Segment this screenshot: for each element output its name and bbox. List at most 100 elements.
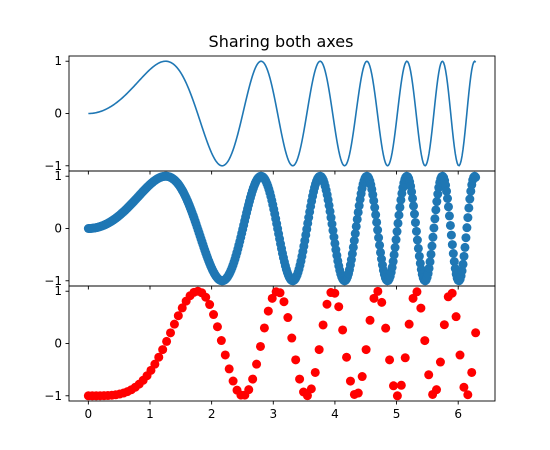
data-point: [291, 355, 301, 365]
data-point: [389, 250, 399, 260]
data-point: [432, 385, 442, 395]
data-point: [414, 251, 424, 261]
data-point: [158, 345, 168, 355]
data-point: [394, 210, 404, 220]
data-point: [443, 202, 453, 212]
data-point: [413, 243, 423, 253]
data-point: [330, 288, 340, 298]
data-point: [408, 293, 418, 303]
data-point: [310, 367, 320, 377]
data-point: [467, 367, 477, 377]
data-point: [279, 297, 289, 307]
data-point: [420, 336, 430, 346]
data-point: [169, 319, 179, 329]
x-tick-label: 5: [393, 407, 401, 421]
data-point: [412, 235, 422, 245]
data-point: [448, 249, 458, 258]
data-point: [154, 352, 164, 362]
data-point: [373, 286, 383, 296]
data-point: [385, 355, 395, 365]
data-point: [457, 266, 467, 276]
data-point: [302, 391, 312, 401]
data-point: [395, 202, 405, 212]
data-point: [381, 323, 391, 333]
panel-2-series: [83, 171, 481, 286]
data-point: [275, 288, 285, 298]
data-point: [442, 186, 452, 196]
data-point: [345, 376, 355, 386]
data-point: [375, 240, 385, 250]
x-tick-label: 2: [208, 407, 216, 421]
data-point: [295, 374, 305, 384]
data-point: [451, 312, 461, 322]
x-tick-label: 3: [269, 407, 277, 421]
data-point: [471, 172, 481, 182]
data-point: [353, 207, 363, 217]
data-point: [370, 203, 380, 213]
data-point: [426, 249, 436, 259]
y-tick-label: 0: [54, 222, 62, 236]
data-point: [166, 328, 176, 338]
data-point: [349, 236, 359, 246]
series-line: [88, 60, 477, 167]
data-point: [334, 302, 344, 312]
data-point: [427, 241, 437, 251]
data-point: [396, 380, 406, 390]
data-point: [412, 287, 422, 297]
panel-1-series: [88, 60, 477, 167]
data-point: [392, 227, 402, 237]
data-point: [460, 242, 470, 252]
data-point: [400, 353, 410, 363]
y-tick-label: 1: [54, 169, 62, 183]
data-point: [342, 352, 352, 362]
data-point: [392, 391, 402, 401]
data-point: [416, 303, 426, 313]
data-point: [462, 223, 472, 233]
data-point: [461, 233, 471, 243]
data-point: [409, 209, 419, 219]
data-point: [201, 292, 211, 302]
data-point: [431, 205, 441, 215]
data-point: [390, 243, 400, 252]
chart-title: Sharing both axes: [209, 32, 354, 51]
data-point: [376, 247, 386, 257]
data-point: [435, 357, 445, 367]
x-tick-label: 6: [454, 407, 462, 421]
data-point: [314, 345, 324, 355]
y-tick-label: −1: [44, 389, 62, 403]
data-point: [263, 306, 273, 316]
panel-3-series: [83, 286, 481, 401]
data-point: [244, 385, 254, 395]
data-point: [411, 226, 421, 236]
data-point: [212, 322, 222, 332]
data-point: [391, 235, 401, 245]
data-point: [424, 370, 434, 380]
data-point: [455, 350, 465, 360]
data-point: [372, 217, 382, 227]
data-point: [361, 345, 371, 355]
y-tick-label: −1: [44, 159, 62, 173]
data-point: [443, 194, 452, 203]
data-point: [228, 376, 238, 386]
data-point: [267, 293, 277, 303]
data-point: [357, 372, 367, 382]
data-point: [283, 313, 293, 323]
data-point: [446, 230, 456, 240]
data-point: [220, 350, 230, 360]
panel-3: −1 0 1 0 1 2 3 4 5 6: [44, 284, 496, 421]
data-point: [369, 293, 379, 303]
data-point: [407, 187, 417, 197]
data-point: [162, 336, 172, 346]
data-point: [306, 384, 316, 394]
data-point: [350, 229, 360, 239]
y-tick-label: 0: [54, 337, 62, 351]
data-point: [338, 325, 348, 335]
panel-2: −1 0 1: [44, 169, 496, 290]
data-point: [150, 359, 160, 369]
x-tick-label: 4: [331, 407, 339, 421]
data-point: [393, 218, 403, 228]
data-point: [428, 232, 438, 242]
data-point: [458, 259, 468, 269]
y-tick-label: 1: [54, 284, 62, 298]
